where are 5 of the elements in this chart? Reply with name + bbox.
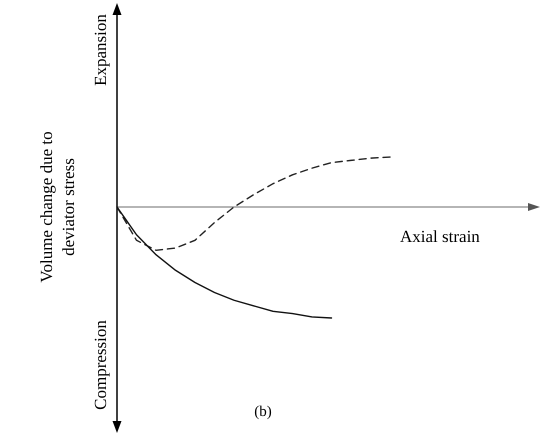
text: Expansion: [91, 14, 110, 86]
text: (b): [254, 404, 272, 420]
x-axis-title: Axial strain: [400, 227, 480, 246]
y-axis-title: Volume change due to deviator stress: [37, 131, 78, 283]
text: Compression: [91, 320, 110, 410]
